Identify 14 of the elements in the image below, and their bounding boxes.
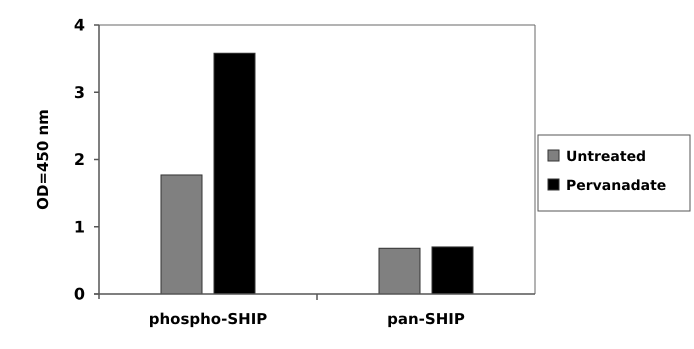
y-tick-label: 1	[74, 217, 85, 236]
bar	[214, 52, 256, 294]
x-tick-label: pan-SHIP	[387, 310, 465, 328]
legend-label: Untreated	[566, 148, 646, 165]
y-axis-title: OD=450 nm	[34, 109, 52, 210]
bar	[432, 246, 474, 294]
bar	[378, 248, 420, 294]
x-tick-label: phospho-SHIP	[148, 310, 268, 328]
y-tick-label: 0	[74, 284, 85, 304]
y-tick-label: 2	[74, 150, 85, 170]
bar	[160, 174, 202, 294]
y-tick-label: 3	[74, 82, 85, 102]
y-tick-label: 4	[74, 16, 85, 35]
legend-label: Pervanadate	[566, 178, 666, 194]
